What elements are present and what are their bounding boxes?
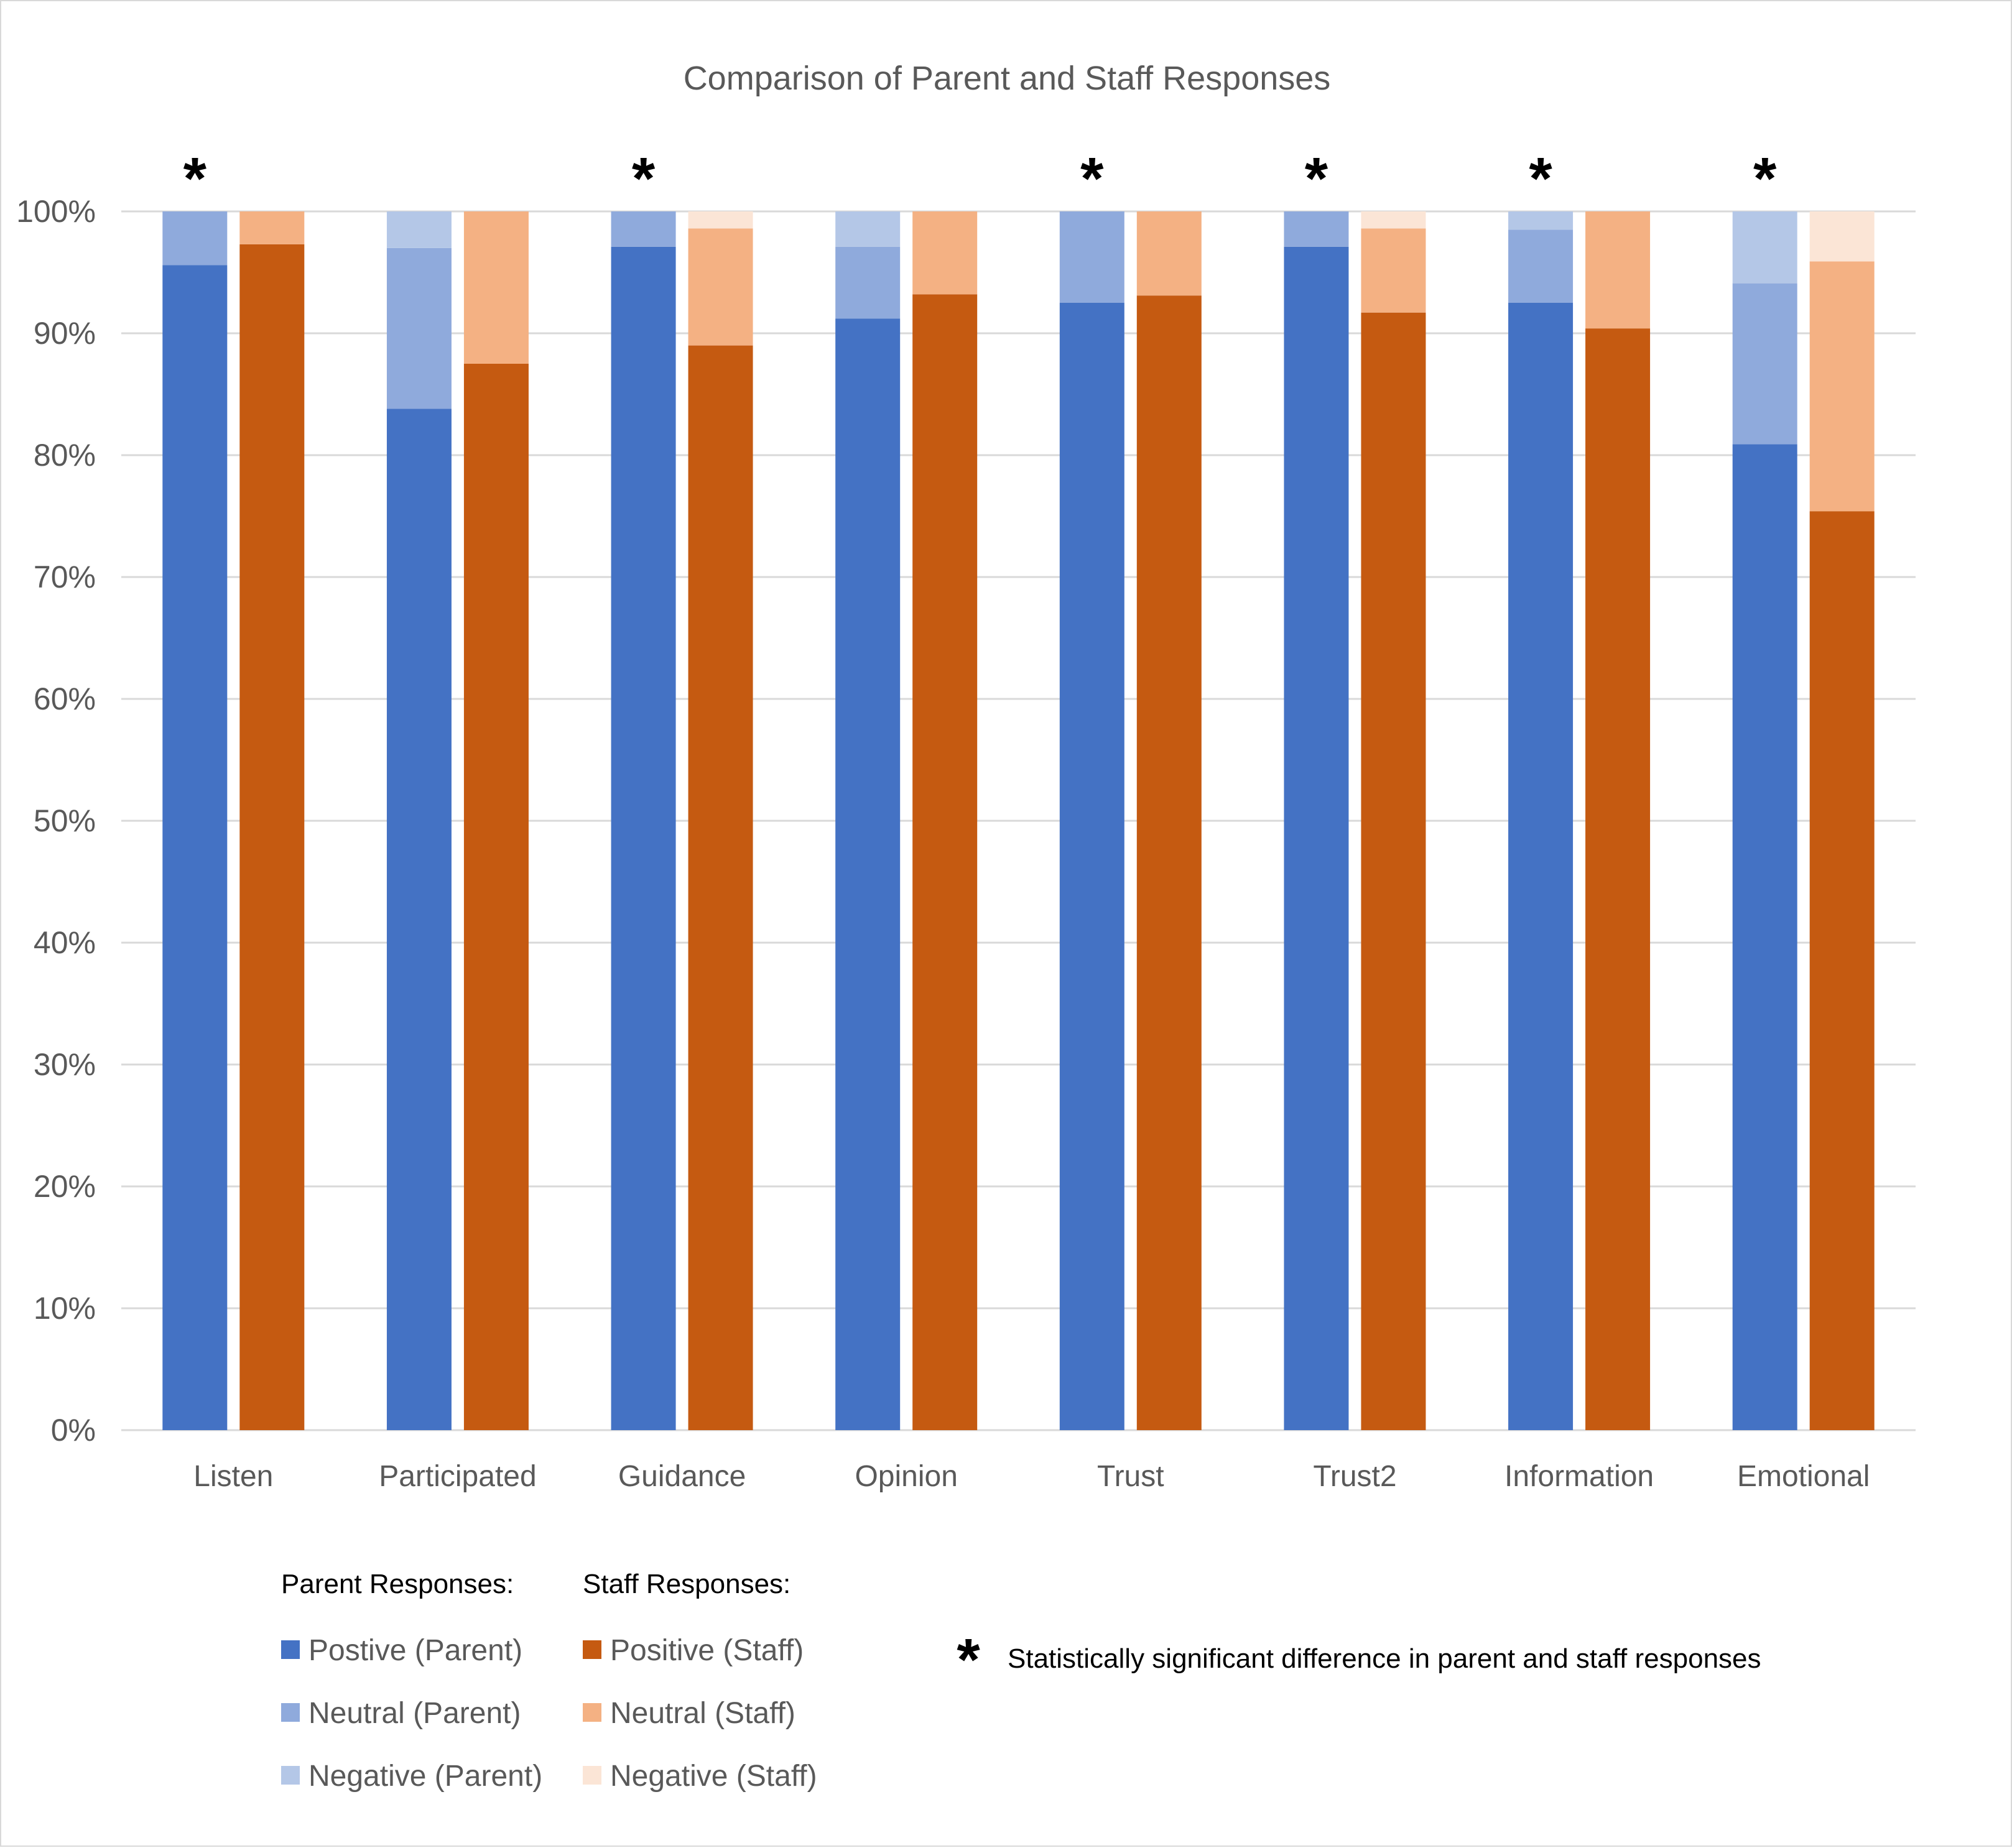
bar-segment [162, 265, 228, 1430]
legend-heading: Staff Responses: [583, 1569, 790, 1599]
significance-star: * [1305, 146, 1328, 212]
bar-segment [1284, 246, 1349, 1431]
significance-star: * [1529, 146, 1552, 212]
legend-label: Postive (Parent) [308, 1634, 522, 1667]
x-tick-label: Trust [1097, 1460, 1164, 1493]
y-tick-label: 0% [51, 1413, 96, 1448]
bar-segment [1284, 211, 1349, 247]
bar-segment [386, 247, 452, 409]
y-tick-label: 100% [16, 194, 96, 229]
x-tick-label: Participated [379, 1460, 536, 1493]
y-tick-label: 40% [34, 925, 96, 960]
bar-segment [1059, 303, 1124, 1430]
legend-label: Negative (Parent) [308, 1760, 542, 1793]
significance-note: * Statistically significant difference i… [957, 1627, 1761, 1693]
bar-segment [912, 211, 978, 295]
significance-star: * [183, 146, 207, 212]
significance-star: * [1080, 146, 1104, 212]
y-tick-label: 60% [34, 681, 96, 716]
bar-segment [611, 211, 676, 247]
x-tick-label: Opinion [855, 1460, 957, 1493]
bar-segment [688, 345, 753, 1430]
legend-label: Neutral (Staff) [610, 1697, 795, 1730]
bar-segment [1508, 211, 1574, 230]
bar-segment [239, 244, 305, 1430]
legend-swatch [281, 1766, 300, 1785]
x-tick-label: Listen [193, 1460, 273, 1493]
x-axis-ticks: Listen Participated Guidance Opinion Trust Tr… [193, 1460, 1870, 1493]
bar-segment [1732, 444, 1797, 1430]
y-tick-label: 80% [34, 438, 96, 473]
bar-segment [1059, 211, 1124, 303]
bar-segment [1732, 211, 1797, 284]
bar-segment [1585, 328, 1651, 1431]
legend-swatch [583, 1640, 601, 1659]
legend: Parent Responses: Postive (Parent) Neutral… [281, 1569, 817, 1793]
legend-swatch [281, 1703, 300, 1722]
note-text: Statistically significant difference in … [1008, 1643, 1761, 1674]
bar-segment [1508, 303, 1574, 1430]
bar-segment [463, 364, 529, 1430]
x-tick-label: Guidance [618, 1460, 746, 1493]
bar-segment [1508, 229, 1574, 303]
bar-segment [463, 211, 529, 364]
bar-segment [1361, 211, 1426, 229]
x-tick-label: Trust2 [1313, 1460, 1396, 1493]
x-tick-label: Information [1504, 1460, 1654, 1493]
y-tick-label: 90% [34, 316, 96, 351]
y-tick-label: 20% [34, 1169, 96, 1204]
legend-label: Neutral (Parent) [308, 1697, 521, 1730]
bars [162, 211, 1875, 1431]
bar-segment [1136, 295, 1202, 1430]
bar-segment [835, 246, 901, 319]
legend-label: Positive (Staff) [610, 1634, 804, 1667]
y-tick-label: 10% [34, 1291, 96, 1326]
bar-segment [162, 211, 228, 266]
note-star: * [957, 1627, 980, 1693]
legend-heading: Parent Responses: [281, 1569, 514, 1599]
bar-segment [386, 211, 452, 248]
bar-segment [1809, 211, 1875, 262]
bar-segment [239, 211, 305, 244]
y-tick-label: 30% [34, 1047, 96, 1082]
significance-star: * [1753, 146, 1777, 212]
chart-title: Comparison of Parent and Staff Responses [684, 60, 1331, 97]
bar-segment [611, 246, 676, 1431]
legend-swatch [281, 1640, 300, 1659]
bar-segment [835, 211, 901, 247]
x-tick-label: Emotional [1737, 1460, 1870, 1493]
bar-segment [1136, 211, 1202, 296]
y-tick-label: 70% [34, 560, 96, 594]
y-axis-ticks: 0% 10% 20% 30% 40% 50% 60% 70% 80% 90% 100% [16, 194, 96, 1448]
bar-segment [912, 294, 978, 1430]
bar-segment [1809, 511, 1875, 1431]
legend-swatch [583, 1766, 601, 1785]
significance-markers: * * * * * * [183, 146, 1777, 212]
bar-segment [1585, 211, 1651, 329]
bar-segment [835, 318, 901, 1430]
y-tick-label: 50% [34, 803, 96, 838]
bar-segment [688, 211, 753, 229]
bar-segment [1809, 261, 1875, 512]
legend-swatch [583, 1703, 601, 1722]
bar-segment [1732, 283, 1797, 445]
bar-segment [386, 409, 452, 1430]
bar-segment [688, 228, 753, 346]
significance-star: * [632, 146, 656, 212]
bar-segment [1361, 312, 1426, 1431]
bar-segment [1361, 228, 1426, 313]
legend-label: Negative (Staff) [610, 1760, 817, 1793]
